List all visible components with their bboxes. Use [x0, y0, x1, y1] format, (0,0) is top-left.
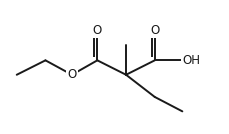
Text: O: O	[67, 68, 76, 81]
Text: O: O	[150, 24, 159, 37]
Text: OH: OH	[182, 54, 199, 67]
Text: O: O	[92, 24, 101, 37]
